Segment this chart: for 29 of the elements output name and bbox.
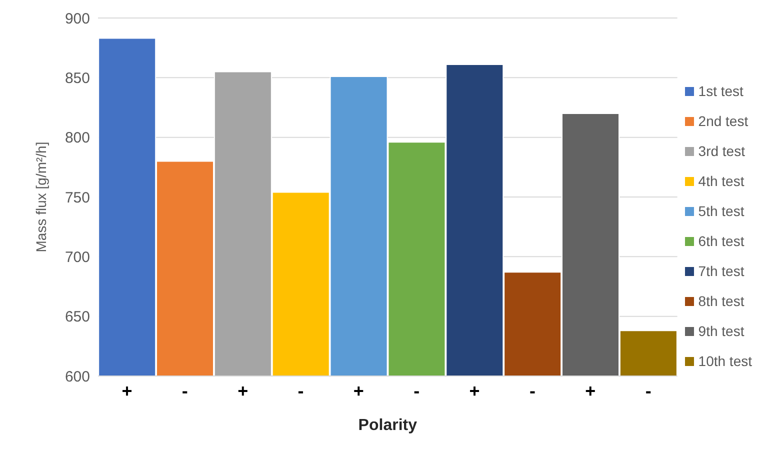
y-axis-title: Mass flux [g/m²/h] bbox=[33, 142, 49, 252]
y-tick-label: 600 bbox=[64, 368, 90, 386]
x-tick-label: + bbox=[353, 380, 364, 401]
legend-label: 3rd test bbox=[698, 143, 745, 159]
x-tick-label: - bbox=[182, 380, 188, 401]
legend-label: 10th test bbox=[698, 353, 752, 369]
legend-label: 5th test bbox=[698, 203, 744, 219]
y-tick-label: 800 bbox=[64, 130, 90, 147]
legend-label: 7th test bbox=[698, 263, 744, 279]
x-tick-label: + bbox=[122, 380, 132, 401]
x-tick-label: + bbox=[585, 380, 596, 401]
legend-label: 2nd test bbox=[698, 113, 748, 129]
x-tick-label: - bbox=[414, 380, 420, 401]
legend-label: 6th test bbox=[698, 233, 744, 249]
x-tick-label: + bbox=[238, 380, 248, 401]
x-tick-label: - bbox=[298, 380, 304, 401]
legend-label: 4th test bbox=[698, 173, 744, 189]
y-tick-label: 700 bbox=[64, 248, 90, 266]
y-tick-label: 850 bbox=[64, 70, 90, 87]
legend-label: 8th test bbox=[698, 293, 744, 309]
x-axis-title: Polarity bbox=[358, 417, 418, 434]
y-tick-label: 750 bbox=[64, 189, 90, 206]
y-tick-label: 650 bbox=[64, 308, 90, 326]
x-tick-label: - bbox=[529, 380, 536, 401]
legend-label: 9th test bbox=[698, 323, 744, 339]
y-tick-label: 900 bbox=[64, 10, 90, 28]
x-tick-label: + bbox=[469, 380, 480, 401]
x-tick-label: - bbox=[645, 380, 652, 401]
legend-label: 1st test bbox=[698, 83, 744, 99]
